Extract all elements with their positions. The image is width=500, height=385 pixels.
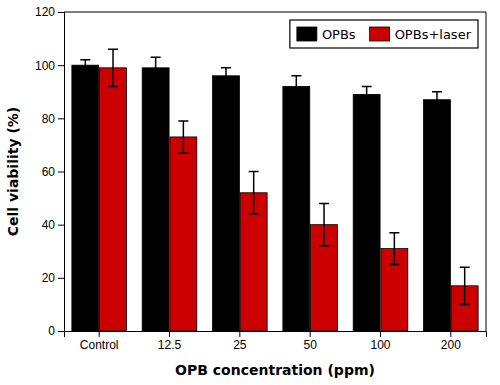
- bar: [213, 76, 240, 331]
- tick-mark: [58, 278, 64, 279]
- axis-line: [65, 332, 487, 338]
- error-bar: [178, 121, 188, 153]
- tick-label: 12.5: [158, 338, 182, 352]
- bar: [424, 100, 451, 331]
- y-axis-title: Cell viability (%): [5, 107, 21, 237]
- tick: 12.5: [158, 331, 182, 352]
- tick: 200: [441, 331, 461, 352]
- tick-label: 60: [42, 165, 56, 179]
- tick-label: 40: [42, 218, 56, 232]
- tick: 100: [35, 59, 64, 73]
- error-bar: [249, 172, 259, 215]
- tick-label: 100: [370, 338, 390, 352]
- error-bar: [108, 49, 118, 86]
- tick: 20: [42, 271, 64, 285]
- bar: [283, 86, 310, 331]
- series: [100, 68, 479, 331]
- frame-line: [64, 12, 486, 13]
- chart: 0 20 40 60 80 100 120 Control 12.5 25 50 100 200 OPB …: [0, 0, 500, 385]
- tick-mark: [58, 118, 64, 119]
- tick-mark: [58, 331, 64, 332]
- legend-box: [290, 20, 478, 48]
- x-axis: Control 12.5 25 50 100 200: [65, 331, 487, 352]
- error-bar: [221, 68, 231, 84]
- tick: 100: [370, 331, 390, 352]
- tick-label: 25: [233, 338, 247, 352]
- tick: 40: [42, 218, 64, 232]
- axis-line: [58, 13, 65, 332]
- legend: OPBs OPBs+laser: [290, 20, 478, 48]
- error-bar: [362, 86, 372, 102]
- tick: Control: [80, 331, 119, 352]
- tick-mark: [58, 65, 64, 66]
- tick: 80: [42, 112, 64, 126]
- x-axis-title: OPB concentration (ppm): [175, 362, 375, 378]
- tick-mark: [58, 225, 64, 226]
- error-bar: [319, 203, 329, 246]
- tick-label: 200: [441, 338, 461, 352]
- error-bar: [389, 233, 399, 265]
- tick-mark: [310, 331, 311, 337]
- tick-label: 20: [42, 271, 56, 285]
- tick: 25: [233, 331, 247, 352]
- tick-mark: [58, 12, 64, 13]
- error-bar: [151, 57, 161, 78]
- tick-label: 80: [42, 112, 56, 126]
- plot: 0 20 40 60 80 100 120 Control 12.5 25 50 100 200 OPB …: [5, 5, 487, 378]
- error-bars: [108, 49, 470, 304]
- tick-mark: [58, 172, 64, 173]
- tick-mark: [169, 331, 170, 337]
- bar: [353, 94, 380, 331]
- tick-label: Control: [80, 338, 119, 352]
- tick-label: 50: [303, 338, 317, 352]
- legend-swatch: [370, 27, 390, 41]
- legend-label: OPBs: [322, 27, 356, 42]
- tick-mark: [450, 331, 451, 337]
- series: [72, 65, 451, 331]
- tick-mark: [380, 331, 381, 337]
- bar: [170, 137, 197, 331]
- tick-mark: [99, 331, 100, 337]
- error-bar: [432, 92, 442, 108]
- marks: [72, 49, 478, 331]
- tick-label: 0: [48, 324, 55, 338]
- bar: [100, 68, 127, 331]
- y-axis: 0 20 40 60 80 100 120: [35, 5, 65, 338]
- bar: [142, 68, 169, 331]
- tick: 0: [48, 324, 64, 338]
- tick-label: 100: [35, 59, 55, 73]
- error-bar: [291, 76, 301, 97]
- legend-label: OPBs+laser: [395, 27, 472, 42]
- tick: 50: [303, 331, 317, 352]
- tick: 60: [42, 165, 64, 179]
- tick: 120: [35, 5, 64, 19]
- tick-label: 120: [35, 5, 55, 19]
- error-bar: [80, 60, 90, 71]
- error-bar: [460, 267, 470, 304]
- tick-mark: [239, 331, 240, 337]
- frame-line: [486, 12, 487, 331]
- bar: [72, 65, 99, 331]
- legend-swatch: [297, 27, 317, 41]
- error-bars: [80, 57, 442, 108]
